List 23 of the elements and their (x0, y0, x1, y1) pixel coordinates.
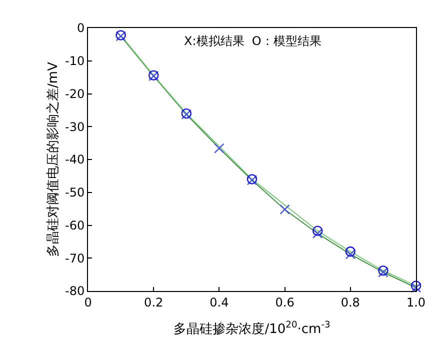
y-tick-label: -10 (64, 54, 85, 68)
x-axis-title: 多晶硅掺杂浓度/10$^{20}$·cm$^{-3}$ (174, 320, 330, 337)
x-tick-label: 0.6 (275, 295, 294, 310)
point (214, 143, 224, 154)
point (345, 246, 356, 257)
point (280, 204, 290, 215)
y-tick-label: -20 (64, 86, 85, 101)
point (312, 226, 323, 236)
y-tick-label: -40 (64, 152, 85, 167)
x-tick-label: 0.8 (340, 295, 360, 310)
y-tick-label: -80 (64, 284, 85, 298)
y-tick-label: 0 (76, 21, 85, 36)
y-tick-label: -50 (64, 186, 85, 200)
point (312, 228, 323, 239)
point (345, 249, 356, 260)
y-tick-label: -30 (64, 120, 85, 134)
y-tick-label: -60 (64, 218, 85, 232)
y-tick-label: -70 (64, 251, 85, 266)
x-tick-label: 0.4 (210, 295, 229, 310)
annotation: X:模拟结果 O：模型结果 (184, 34, 322, 48)
y-axis-title: 多晶硅对阈值电压的影响之差/mV (46, 62, 61, 257)
x-tick-label: 1.0 (406, 295, 426, 310)
x-tick-label: 0.2 (144, 295, 164, 310)
